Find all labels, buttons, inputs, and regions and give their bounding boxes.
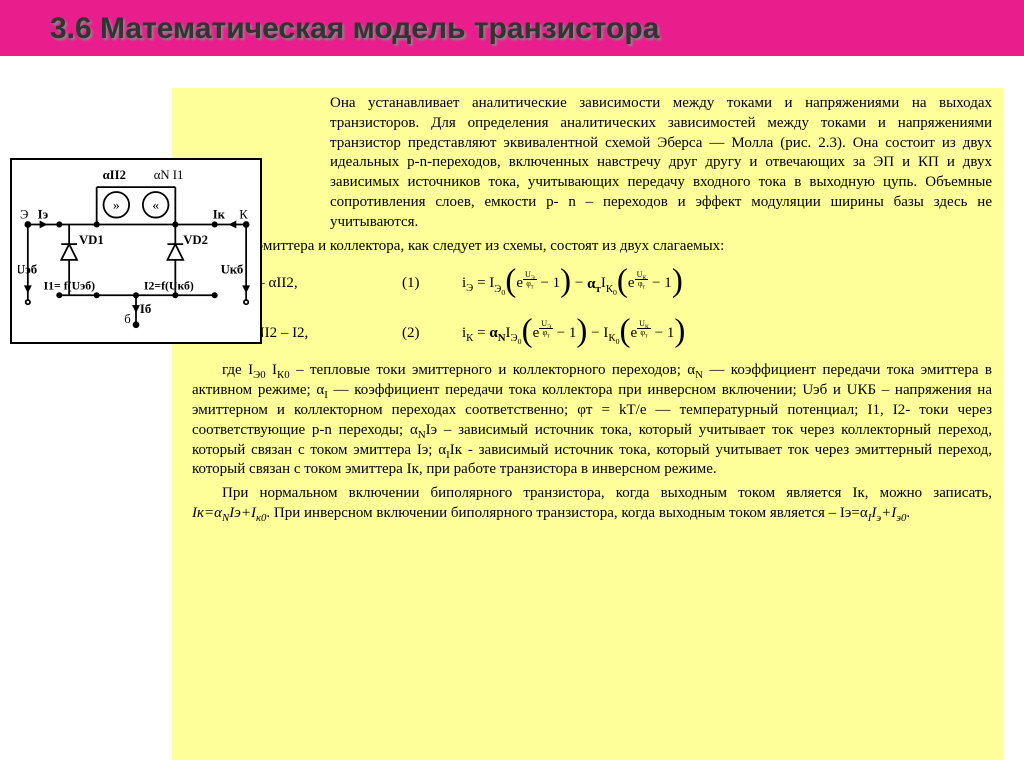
eq1-num: (1) (402, 274, 462, 294)
eq1-right: iЭ = IЭ0(eUЭφт − 1) − αтIК0(eUКφт − 1) (462, 262, 683, 306)
title-bar: 3.6 Математическая модель транзистора (0, 0, 1024, 56)
svg-text:αN I1: αN I1 (154, 168, 184, 182)
svg-text:Uкб: Uкб (221, 263, 244, 277)
eq2-num: (2) (402, 324, 462, 344)
svg-text:К: К (239, 208, 248, 222)
svg-text:Э: Э (20, 208, 28, 222)
content-box: Она устанавливает аналитические зависимо… (172, 88, 1004, 760)
svg-text:Iк: Iк (213, 208, 226, 222)
svg-text:»: » (113, 198, 120, 213)
svg-text:Iэ: Iэ (38, 208, 49, 222)
svg-text:Iб: Iб (140, 302, 151, 316)
para2-text: Токи эмиттера и коллектора, как следует … (222, 238, 724, 254)
svg-text:Uэб: Uэб (18, 263, 37, 277)
svg-text:VD1: VD1 (79, 233, 104, 247)
paragraph-3: где IЭ0 IК0 – тепловые токи эмиттерного … (192, 361, 992, 480)
svg-text:б: б (124, 312, 131, 326)
para1-text: Она устанавливает аналитические зависимо… (330, 95, 992, 230)
slide: 3.6 Математическая модель транзистора (0, 0, 1024, 768)
paragraph-1: Она устанавливает аналитические зависимо… (192, 94, 992, 233)
svg-text:I2=f(Uкб): I2=f(Uкб) (144, 278, 194, 292)
svg-text:αII2: αII2 (103, 168, 126, 182)
circuit-figure: » « αII2 αN I1 Э Iэ (10, 158, 262, 344)
paragraph-2: Токи эмиттера и коллектора, как следует … (192, 237, 992, 257)
svg-text:«: « (152, 198, 159, 213)
svg-text:I1= f(Uэб): I1= f(Uэб) (44, 278, 96, 292)
svg-text:VD2: VD2 (183, 233, 208, 247)
paragraph-4: При нормальном включении биполярного тра… (192, 484, 992, 524)
equation-2-row: ik= αNI2 – I2, (2) iК = αNIЭ0(eUЭφт − 1)… (222, 312, 992, 356)
slide-title: 3.6 Математическая модель транзистора (50, 10, 1024, 48)
circuit-svg: » « αII2 αN I1 Э Iэ (18, 166, 254, 336)
equation-1-row: iэ=I1 – αII2, (1) iЭ = IЭ0(eUЭφт − 1) − … (222, 262, 992, 306)
eq2-right: iК = αNIЭ0(eUЭφт − 1) − IК0(eUКφт − 1) (462, 312, 685, 356)
